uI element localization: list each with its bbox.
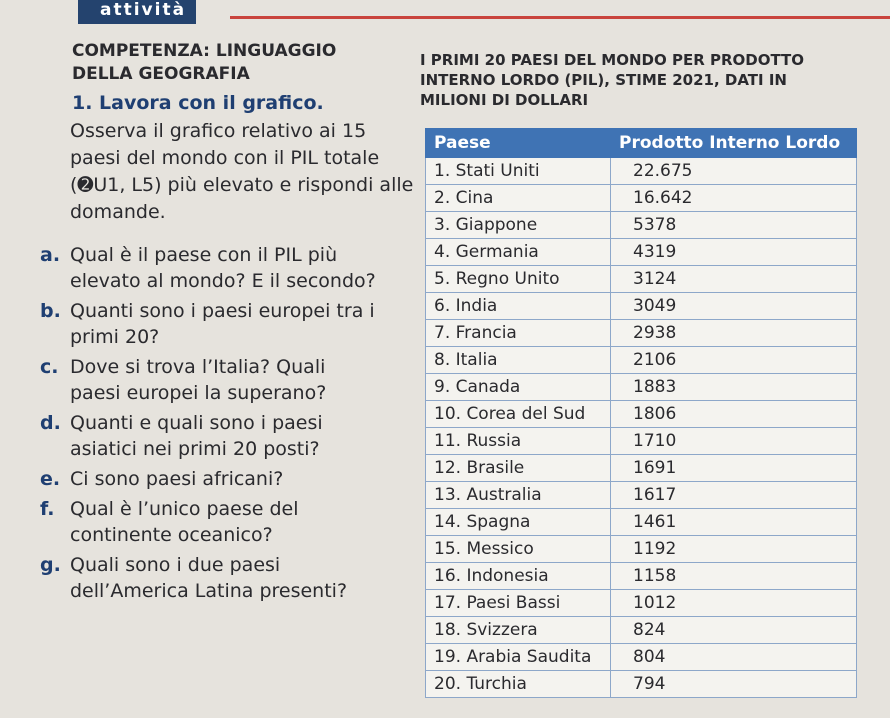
question-text: Quanti sono i paesi europei tra i primi … (70, 300, 375, 348)
gdp-cell: 1012 (610, 589, 857, 617)
country-cell: 7. Francia (425, 319, 611, 347)
gdp-cell: 22.675 (610, 157, 857, 185)
country-cell: 18. Svizzera (425, 616, 611, 644)
table-row: 15. Messico 1192 (425, 535, 857, 563)
country-cell: 9. Canada (425, 373, 611, 401)
table-row: 6. India 3049 (425, 292, 857, 320)
exercise-intro: Osserva il grafico relativo ai 15 paesi … (70, 120, 414, 223)
country-cell: 12. Brasile (425, 454, 611, 482)
question: b. Quanti sono i paesi europei tra i prim… (40, 298, 380, 350)
gdp-cell: 1710 (610, 427, 857, 455)
country-cell: 5. Regno Unito (425, 265, 611, 293)
gdp-cell: 1806 (610, 400, 857, 428)
table-row: 17. Paesi Bassi 1012 (425, 589, 857, 617)
table-row: 9. Canada 1883 (425, 373, 857, 401)
table-row: 2. Cina 16.642 (425, 184, 857, 212)
question-text: Quanti e quali sono i paesi asiatici nei… (70, 412, 323, 460)
table-row: 20. Turchia 794 (425, 670, 857, 698)
country-cell: 8. Italia (425, 346, 611, 374)
question-text: Dove si trova l’Italia? Quali paesi euro… (70, 356, 327, 404)
country-cell: 15. Messico (425, 535, 611, 563)
question: d. Quanti e quali sono i paesi asiatici n… (40, 410, 380, 462)
table-row: 11. Russia 1710 (425, 427, 857, 455)
question: e. Ci sono paesi africani? (40, 466, 380, 492)
country-cell: 4. Germania (425, 238, 611, 266)
gdp-cell: 824 (610, 616, 857, 644)
table-row: 12. Brasile 1691 (425, 454, 857, 482)
question-list: a. Qual è il paese con il PIL più elevato… (40, 242, 380, 608)
table-row: 8. Italia 2106 (425, 346, 857, 374)
gdp-cell: 794 (610, 670, 857, 698)
table-row: 14. Spagna 1461 (425, 508, 857, 536)
gdp-cell: 16.642 (610, 184, 857, 212)
gdp-table: Paese Prodotto Interno Lordo 1. Stati Unit… (425, 128, 857, 698)
country-cell: 6. India (425, 292, 611, 320)
table-row: 13. Australia 1617 (425, 481, 857, 509)
table-title: I PRIMI 20 PAESI DEL MONDO PER PRODOTTO … (420, 51, 805, 109)
table-row: 19. Arabia Saudita 804 (425, 643, 857, 671)
gdp-cell: 804 (610, 643, 857, 671)
country-cell: 11. Russia (425, 427, 611, 455)
question-letter: c. (40, 356, 59, 378)
country-cell: 14. Spagna (425, 508, 611, 536)
country-cell: 10. Corea del Sud (425, 400, 611, 428)
gdp-cell: 1617 (610, 481, 857, 509)
question-letter: e. (40, 468, 61, 490)
country-cell: 17. Paesi Bassi (425, 589, 611, 617)
question-letter: d. (40, 412, 61, 434)
gdp-cell: 1691 (610, 454, 857, 482)
header-tag: attività (78, 0, 197, 24)
country-cell: 1. Stati Uniti (425, 157, 611, 185)
question-text: Qual è il paese con il PIL più elevato a… (70, 244, 376, 292)
country-cell: 16. Indonesia (425, 562, 611, 590)
question-letter: f. (40, 498, 55, 520)
gdp-cell: 3049 (610, 292, 857, 320)
exercise-title: 1. Lavora con il grafico. (72, 92, 324, 114)
question: g. Quali sono i due paesi dell’America La… (40, 552, 380, 604)
table-row: 7. Francia 2938 (425, 319, 857, 347)
gdp-cell: 1883 (610, 373, 857, 401)
header-row: Paese Prodotto Interno Lordo (425, 128, 857, 158)
question-letter: a. (40, 244, 61, 266)
table-row: 16. Indonesia 1158 (425, 562, 857, 590)
section-title: COMPETENZA: LINGUAGGIO DELLA GEOGRAFIA (72, 41, 337, 84)
table-body: 1. Stati Uniti 22.675 2. Cina 16.642 3. Giap… (425, 157, 857, 698)
question: f. Qual è l’unico paese del continente oc… (40, 496, 380, 548)
question-text: Ci sono paesi africani? (70, 468, 284, 490)
question: c. Dove si trova l’Italia? Quali paesi eu… (40, 354, 380, 406)
gdp-cell: 3124 (610, 265, 857, 293)
country-cell: 3. Giappone (425, 211, 611, 239)
country-cell: 13. Australia (425, 481, 611, 509)
header-rule (230, 16, 890, 19)
table-row: 18. Svizzera 824 (425, 616, 857, 644)
table-row: 3. Giappone 5378 (425, 211, 857, 239)
gdp-cell: 1192 (610, 535, 857, 563)
country-cell: 20. Turchia (425, 670, 611, 698)
gdp-cell: 5378 (610, 211, 857, 239)
country-cell: 2. Cina (425, 184, 611, 212)
question-letter: g. (40, 554, 61, 576)
question-text: Qual è l’unico paese del continente ocea… (70, 498, 299, 546)
column-header: Prodotto Interno Lordo (610, 128, 857, 158)
table-row: 5. Regno Unito 3124 (425, 265, 857, 293)
gdp-cell: 1461 (610, 508, 857, 536)
question-text: Quali sono i due paesi dell’America Lati… (70, 554, 348, 602)
column-header: Paese (425, 128, 611, 158)
table-row: 10. Corea del Sud 1806 (425, 400, 857, 428)
gdp-cell: 2106 (610, 346, 857, 374)
gdp-cell: 1158 (610, 562, 857, 590)
table-row: 4. Germania 4319 (425, 238, 857, 266)
table-row: 1. Stati Uniti 22.675 (425, 157, 857, 185)
gdp-cell: 4319 (610, 238, 857, 266)
question-letter: b. (40, 300, 61, 322)
gdp-cell: 2938 (610, 319, 857, 347)
country-cell: 19. Arabia Saudita (425, 643, 611, 671)
question: a. Qual è il paese con il PIL più elevato… (40, 242, 380, 294)
